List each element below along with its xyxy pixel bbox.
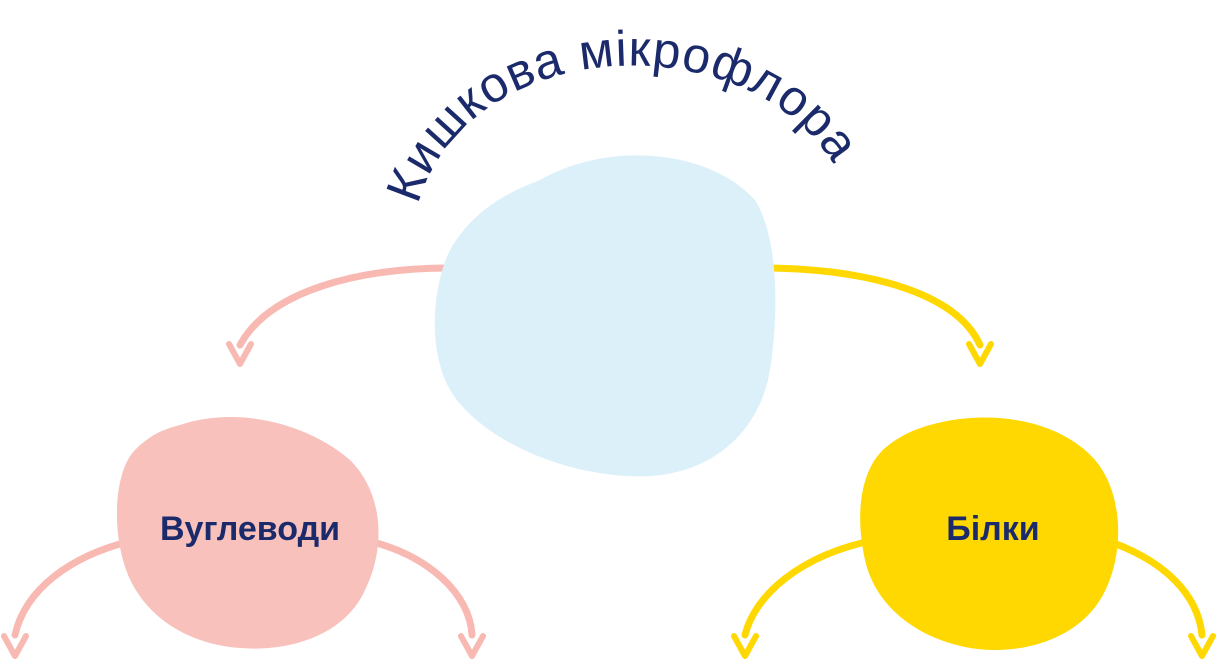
carbs-blob: [116, 417, 379, 649]
root-to-carbs-arrow: [226, 264, 454, 367]
root-blob: [434, 155, 776, 477]
carbs-right-arrow: [361, 536, 486, 659]
proteins-blob: [860, 417, 1119, 650]
carbs-right-arrow-line: [361, 536, 476, 639]
proteins-label: Білки: [946, 510, 1039, 548]
root-to-proteins-arrow-line: [756, 264, 984, 349]
root-to-carbs-arrow-line: [236, 264, 454, 349]
carbs-right-arrow-head: [458, 633, 486, 659]
carbs-left-arrow-head: [1, 633, 29, 659]
proteins-left-arrow-head: [731, 633, 759, 659]
proteins-left-arrow-line: [741, 536, 879, 639]
carbs-label: Вуглеводи: [160, 510, 340, 548]
root-to-proteins-arrow-head: [966, 341, 994, 367]
root-to-proteins-arrow: [756, 264, 994, 367]
proteins-right-arrow-line: [1101, 536, 1206, 639]
proteins-left-arrow: [731, 536, 879, 659]
carbs-left-arrow: [1, 536, 139, 659]
carbs-left-arrow-line: [11, 536, 139, 639]
root-to-carbs-arrow-head: [226, 341, 254, 367]
proteins-right-arrow-head: [1188, 633, 1216, 659]
proteins-right-arrow: [1101, 536, 1216, 659]
